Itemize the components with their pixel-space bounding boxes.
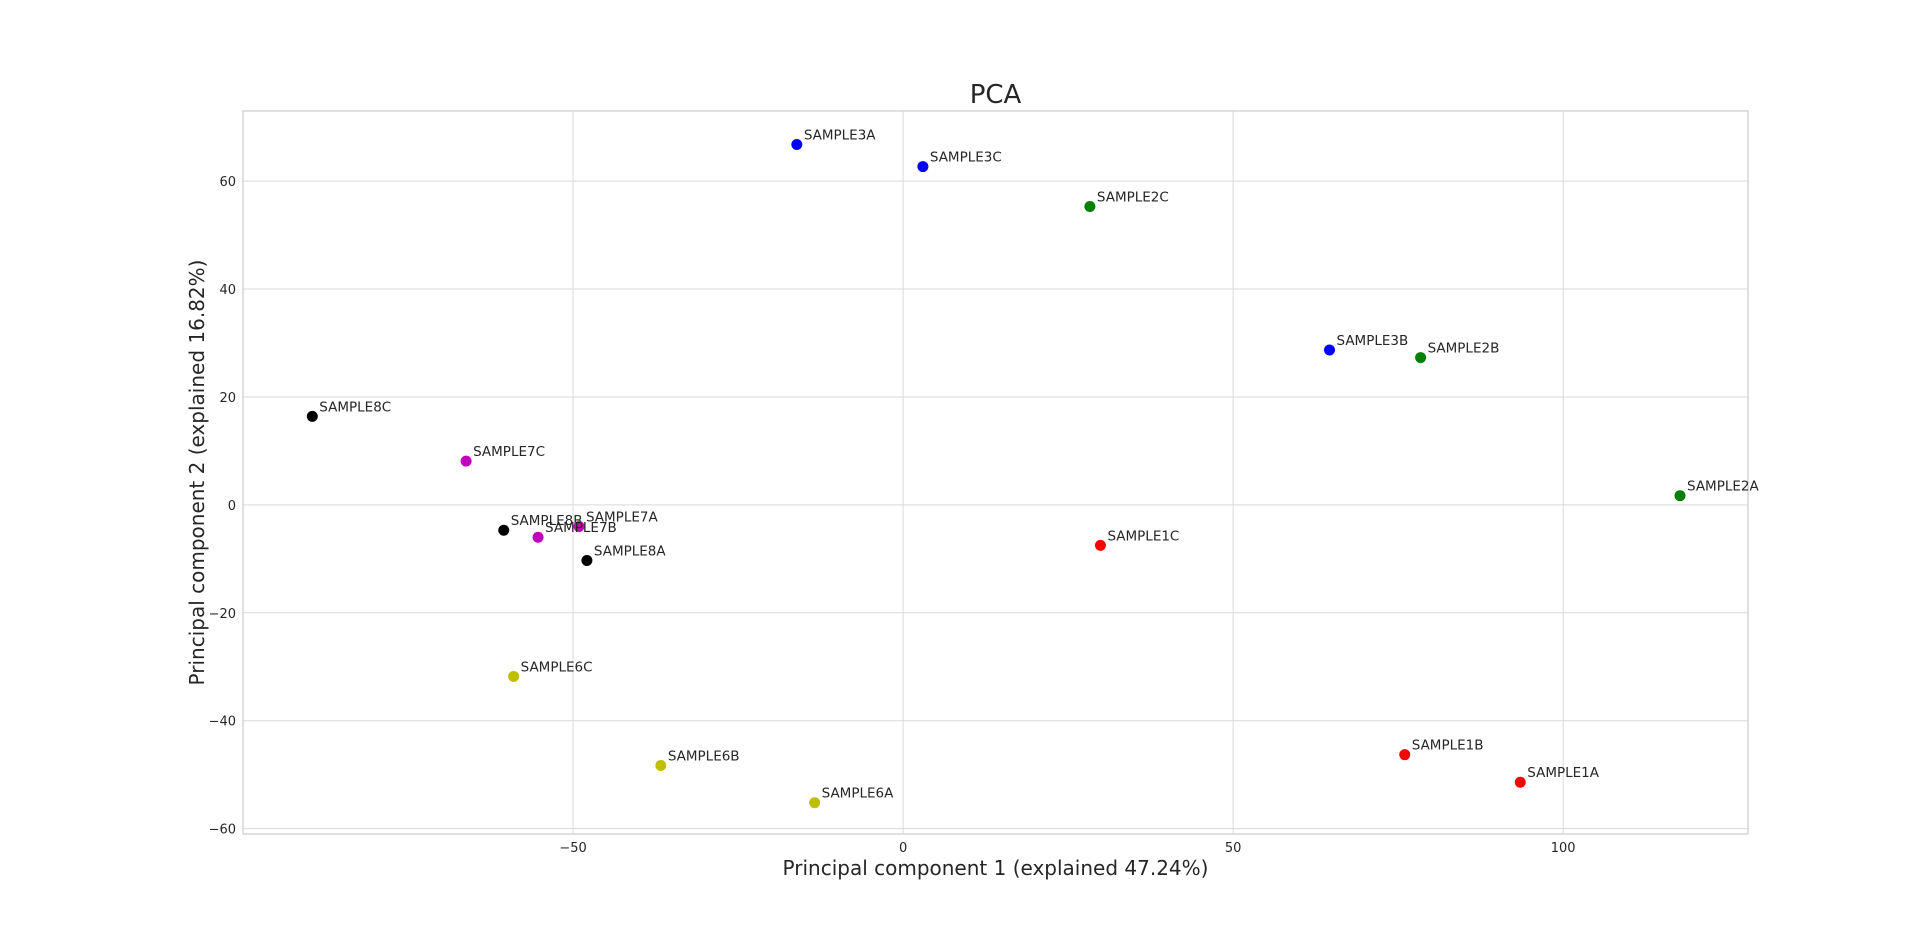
data-point — [1324, 344, 1336, 356]
data-point — [532, 531, 544, 543]
data-point — [460, 455, 472, 467]
point-label: SAMPLE8C — [319, 399, 391, 415]
data-point — [1094, 539, 1106, 551]
data-point — [508, 670, 520, 682]
grid — [243, 111, 1748, 834]
point-label: SAMPLE7B — [545, 520, 617, 536]
point-label: SAMPLE6A — [822, 786, 894, 802]
y-tick-label: 60 — [219, 175, 236, 190]
data-point — [791, 138, 803, 150]
chart-title: PCA — [970, 80, 1022, 110]
data-point — [498, 524, 510, 536]
data-point — [1399, 749, 1411, 761]
data-point — [581, 554, 593, 566]
data-point — [1674, 490, 1686, 502]
y-tick-label: −40 — [209, 715, 236, 730]
x-axis-label: Principal component 1 (explained 47.24%) — [783, 856, 1209, 880]
x-tick-label: 0 — [899, 841, 907, 856]
y-tick-label: −20 — [209, 607, 236, 622]
data-points: SAMPLE3A SAMPLE3C SAMPLE2C SAMPLE3B SAMPLE2B… — [306, 127, 1759, 809]
data-point — [306, 410, 318, 422]
point-label: SAMPLE2C — [1097, 190, 1169, 206]
point-label: SAMPLE2B — [1428, 341, 1500, 357]
point-label: SAMPLE1C — [1107, 528, 1179, 544]
data-point — [1514, 776, 1526, 788]
point-label: SAMPLE6C — [521, 659, 593, 675]
y-tick-label: 20 — [219, 391, 236, 406]
point-label: SAMPLE3C — [930, 150, 1002, 166]
x-tick-label: 50 — [1225, 841, 1242, 856]
point-label: SAMPLE1B — [1412, 738, 1484, 754]
plot-frame — [242, 110, 1749, 835]
point-label: SAMPLE7A — [586, 509, 658, 525]
tick-labels: −50 0 50 100 −60 −40 −20 0 20 40 60 — [209, 175, 1576, 856]
data-point — [1415, 352, 1427, 364]
point-label: SAMPLE2A — [1687, 479, 1759, 495]
y-axis-label: Principal component 2 (explained 16.82%) — [185, 260, 209, 686]
x-tick-label: 100 — [1551, 841, 1576, 856]
data-point — [1084, 201, 1096, 213]
point-label: SAMPLE3A — [804, 127, 876, 143]
point-label: SAMPLE8B — [511, 513, 583, 529]
point-label: SAMPLE1A — [1527, 765, 1599, 781]
y-tick-label: 0 — [228, 499, 236, 514]
data-point — [655, 759, 667, 771]
data-point — [573, 520, 585, 532]
point-label: SAMPLE6B — [668, 748, 740, 764]
data-point — [917, 161, 929, 173]
y-tick-label: 40 — [219, 283, 236, 298]
point-label: SAMPLE3B — [1337, 333, 1409, 349]
x-tick-label: −50 — [559, 841, 586, 856]
point-label: SAMPLE7C — [473, 444, 545, 460]
data-point — [809, 797, 821, 809]
y-tick-label: −60 — [209, 823, 236, 838]
point-label: SAMPLE8A — [594, 543, 666, 559]
